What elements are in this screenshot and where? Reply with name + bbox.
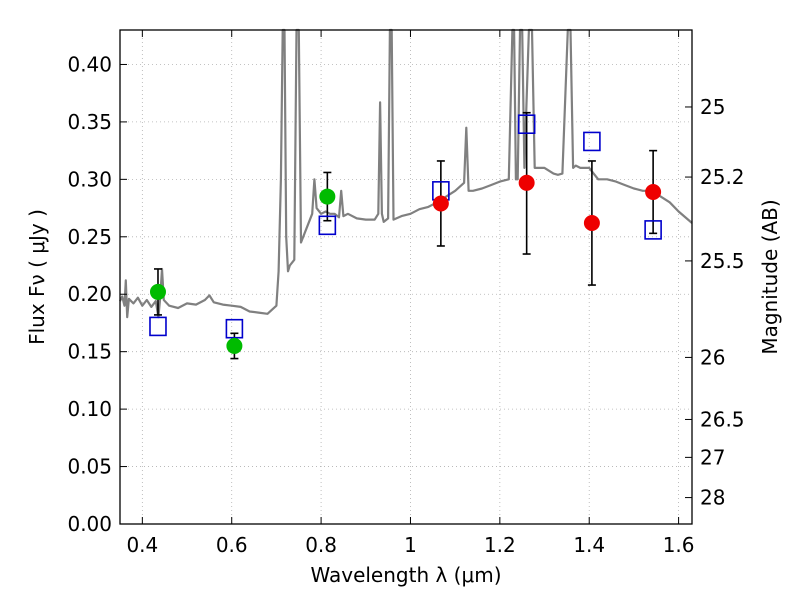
y-tick-label: 0.40: [67, 52, 112, 76]
y-tick-label: 0.20: [67, 282, 112, 306]
y-tick-label: 0.35: [67, 110, 112, 134]
observed-red-point: [432, 195, 449, 212]
y-axis-label: Flux Fν ( μJy ): [25, 209, 49, 345]
right-axis-label: Magnitude (AB): [758, 199, 782, 354]
spectrum-line: [119, 28, 693, 319]
observed-green-point: [319, 188, 336, 205]
y-tick-label: 0.25: [67, 225, 112, 249]
x-tick-label: 0.4: [126, 533, 158, 557]
x-tick-label: 1: [404, 533, 417, 557]
y-tick-label: 0.05: [67, 455, 112, 479]
x-tick-label: 0.8: [305, 533, 337, 557]
magnitude-tick-label: 25: [700, 95, 725, 119]
observed-red-point: [645, 183, 662, 200]
magnitude-tick-label: 25.5: [700, 249, 745, 273]
magnitude-tick-label: 25.2: [700, 165, 745, 189]
data-layer: [119, 28, 693, 360]
magnitude-tick-label: 28: [700, 486, 725, 510]
model-point: [583, 131, 601, 152]
model-point: [318, 215, 337, 236]
observed-green-point: [226, 337, 243, 354]
x-tick-label: 1.6: [663, 533, 695, 557]
x-tick-label: 1.4: [573, 533, 605, 557]
observed-red-point: [583, 215, 600, 232]
observed-green-point: [149, 283, 166, 300]
magnitude-tick-label: 26: [700, 345, 725, 369]
y-tick-label: 0.30: [67, 167, 112, 191]
y-tick-label: 0.10: [67, 397, 112, 421]
model-point: [644, 220, 662, 240]
magnitude-tick-label: 27: [700, 445, 725, 469]
y-tick-label: 0.00: [67, 512, 112, 536]
plot-frame: [119, 29, 693, 525]
magnitude-tick-label: 26.5: [700, 407, 745, 431]
ticks: 0.4 0.6 0.8 1 1.2 1.4 1.6 0.00 0.05 0.10 0.15 0.20 0…: [67, 30, 745, 557]
x-axis-label: Wavelength λ (μm): [310, 563, 501, 587]
model-point: [149, 316, 167, 337]
x-tick-label: 1.2: [484, 533, 516, 557]
observed-red-point: [518, 174, 535, 191]
x-tick-label: 0.6: [216, 533, 248, 557]
model-point: [517, 114, 536, 135]
model-point: [225, 318, 244, 339]
grid: [120, 30, 692, 525]
y-tick-label: 0.15: [67, 340, 112, 364]
